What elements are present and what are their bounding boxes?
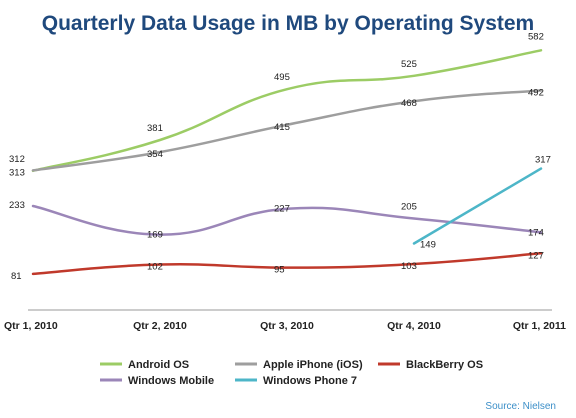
data-label-apple-iphone-ios: 354: [147, 149, 163, 160]
legend-label-windows-phone-7: Windows Phone 7: [263, 375, 357, 387]
data-label-android-os: 525: [401, 59, 417, 70]
x-tick-label: Qtr 4, 2010: [387, 320, 441, 332]
data-label-blackberry-os: 81: [11, 271, 22, 282]
data-label-blackberry-os: 102: [147, 261, 163, 272]
data-label-windows-phone-7: 317: [535, 155, 551, 166]
data-label-windows-mobile: 174: [528, 227, 544, 238]
data-label-android-os: 582: [528, 31, 544, 42]
x-tick-label: Qtr 1, 2010: [4, 320, 58, 332]
chart-title: Quarterly Data Usage in MB by Operating …: [42, 12, 534, 35]
data-label-windows-phone-7: 149: [420, 240, 436, 251]
series-line-apple-iphone-ios: [31, 89, 543, 172]
data-label-apple-iphone-ios: 492: [528, 87, 544, 98]
series-line-android-os: [31, 49, 543, 173]
series-line-blackberry-os: [31, 252, 543, 276]
data-label-blackberry-os: 95: [274, 265, 285, 276]
legend-label-windows-mobile: Windows Mobile: [128, 375, 214, 387]
data-label-android-os: 381: [147, 123, 163, 134]
series-line-windows-phone-7: [412, 167, 543, 245]
x-tick-label: Qtr 2, 2010: [133, 320, 187, 332]
x-tick-label: Qtr 3, 2010: [260, 320, 314, 332]
legend-label-android-os: Android OS: [128, 359, 189, 371]
data-label-windows-mobile: 233: [9, 200, 25, 211]
x-axis-ticks: Qtr 1, 2010 Qtr 2, 2010 Qtr 3, 2010 Qtr 4, …: [4, 320, 566, 332]
data-label-windows-mobile: 205: [401, 202, 417, 213]
data-labels: 312 381 495 525 582 313 354 415 468 492 81 102 95 103…: [9, 31, 551, 282]
source-note: Source: Nielsen: [485, 401, 556, 412]
data-label-apple-iphone-ios: 415: [274, 122, 290, 133]
data-label-android-os: 495: [274, 72, 290, 83]
data-label-apple-iphone-ios: 468: [401, 98, 417, 109]
legend-label-blackberry-os: BlackBerry OS: [406, 359, 483, 371]
data-label-windows-mobile: 227: [274, 204, 290, 215]
series-line-windows-mobile: [31, 204, 543, 236]
legend-label-apple-iphone-ios: Apple iPhone (iOS): [263, 359, 363, 371]
data-label-apple-iphone-ios: 313: [9, 167, 25, 178]
data-label-blackberry-os: 103: [401, 261, 417, 272]
data-label-windows-mobile: 169: [147, 230, 163, 241]
legend: Android OS Apple iPhone (iOS) BlackBerry O…: [100, 359, 483, 387]
data-label-android-os: 312: [9, 154, 25, 165]
x-tick-label: Qtr 1, 2011: [513, 320, 566, 332]
series-layer: [31, 49, 543, 276]
data-label-blackberry-os: 127: [528, 250, 544, 261]
